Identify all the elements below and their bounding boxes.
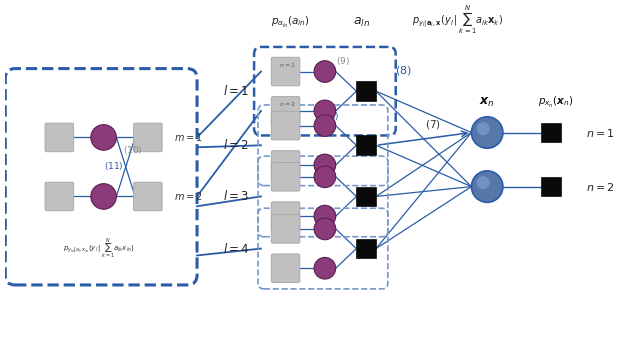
Circle shape (91, 124, 116, 150)
Circle shape (314, 154, 336, 176)
Text: $p_{\alpha_{ln}}(a_{ln})$: $p_{\alpha_{ln}}(a_{ln})$ (271, 15, 310, 30)
Circle shape (314, 258, 336, 279)
Text: $l=4$: $l=4$ (223, 241, 249, 255)
Text: $m=2$: $m=2$ (174, 190, 203, 202)
Circle shape (314, 166, 336, 188)
Text: $l=1$: $l=1$ (223, 84, 249, 98)
Text: $p_{x_n}(\boldsymbol{x}_n)$: $p_{x_n}(\boldsymbol{x}_n)$ (538, 95, 574, 110)
Text: $l=2$: $l=2$ (223, 138, 249, 152)
Circle shape (314, 218, 336, 240)
Circle shape (314, 61, 336, 82)
Text: $m=1$: $m=1$ (174, 131, 203, 143)
Text: $l=3$: $l=3$ (223, 189, 249, 203)
Bar (541, 123, 561, 142)
FancyBboxPatch shape (133, 123, 162, 152)
Bar (357, 187, 376, 206)
Text: $(7)$: $(7)$ (425, 118, 441, 131)
Text: $a_{ln}$: $a_{ln}$ (353, 16, 370, 29)
Circle shape (471, 171, 503, 202)
Text: $(8)$: $(8)$ (395, 64, 412, 77)
Circle shape (314, 115, 336, 136)
FancyBboxPatch shape (133, 182, 162, 211)
FancyBboxPatch shape (271, 162, 300, 191)
Text: $p_{y_{ln}|a_l,x_{ln}}(y_l\,|\,\sum_{k=1}^{N}a_{lk}x_{ln})$: $p_{y_{ln}|a_l,x_{ln}}(y_l\,|\,\sum_{k=1… (63, 237, 135, 260)
Text: $(11)$: $(11)$ (103, 160, 123, 172)
Circle shape (471, 117, 503, 148)
Circle shape (477, 122, 490, 135)
FancyBboxPatch shape (271, 97, 300, 125)
Text: $p_{y_l|\mathbf{a}_l,\mathbf{x}}(y_l\,|\,\sum_{k=1}^{N}a_{lk}\mathbf{x}_k)$: $p_{y_l|\mathbf{a}_l,\mathbf{x}}(y_l\,|\… (412, 3, 503, 36)
Text: $(12)$: $(12)$ (320, 110, 339, 122)
FancyBboxPatch shape (271, 151, 300, 179)
Circle shape (91, 184, 116, 209)
FancyBboxPatch shape (45, 182, 73, 211)
FancyBboxPatch shape (271, 215, 300, 243)
Text: $n=2$: $n=2$ (586, 181, 614, 193)
Bar (357, 239, 376, 259)
FancyBboxPatch shape (271, 254, 300, 282)
FancyBboxPatch shape (271, 111, 300, 140)
FancyBboxPatch shape (45, 123, 73, 152)
Circle shape (314, 205, 336, 227)
Text: $n=1$: $n=1$ (279, 61, 296, 69)
Bar (357, 81, 376, 101)
Text: $n=1$: $n=1$ (586, 127, 614, 139)
Bar (357, 135, 376, 155)
Text: $(9)$: $(9)$ (336, 55, 350, 67)
Text: $\boldsymbol{x}_n$: $\boldsymbol{x}_n$ (479, 96, 495, 109)
FancyBboxPatch shape (271, 57, 300, 86)
Text: $n=2$: $n=2$ (279, 100, 296, 108)
Bar (541, 177, 561, 196)
Text: $(10)$: $(10)$ (123, 144, 143, 156)
FancyBboxPatch shape (271, 202, 300, 231)
Circle shape (314, 100, 336, 122)
Circle shape (477, 176, 490, 189)
